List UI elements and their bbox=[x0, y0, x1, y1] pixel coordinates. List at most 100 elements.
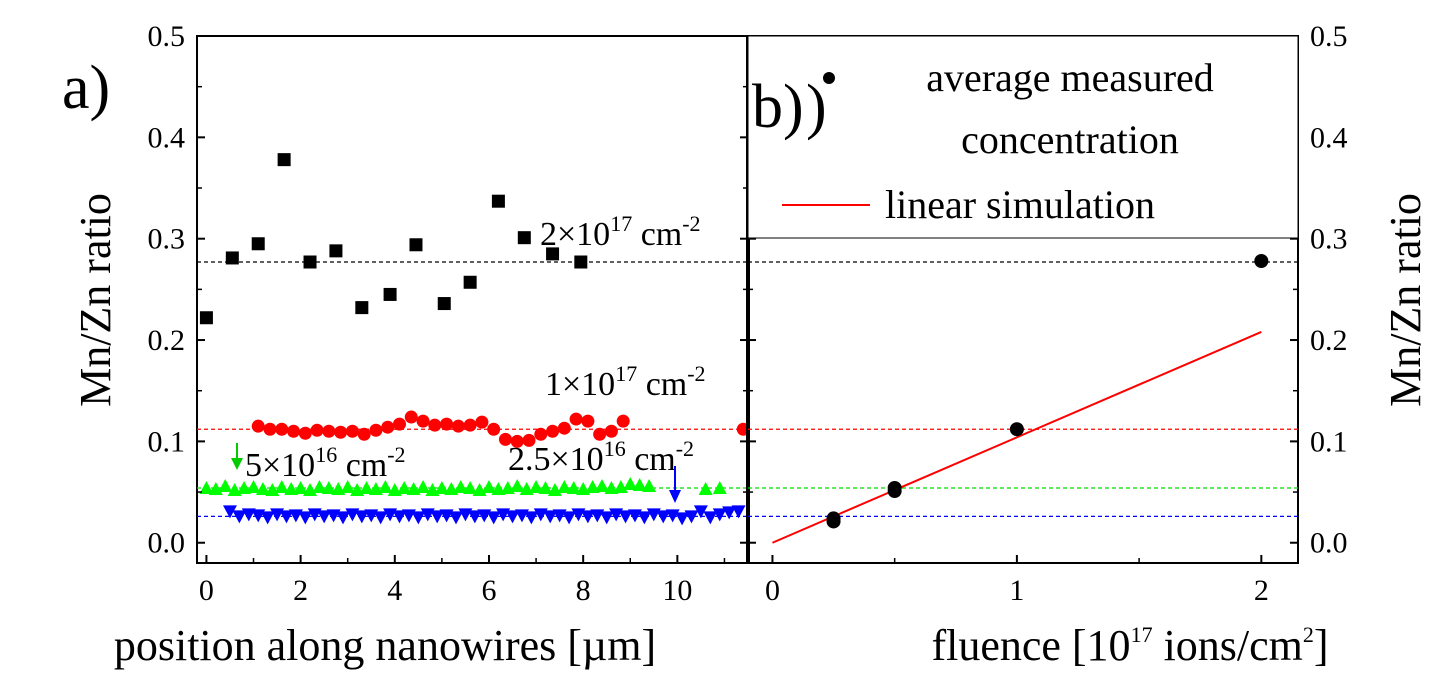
data-point-triangle-down bbox=[684, 510, 699, 524]
data-point-triangle-down bbox=[731, 505, 746, 519]
data-point-square bbox=[383, 287, 397, 301]
legend-label-simulation: linear simulation bbox=[885, 182, 1155, 227]
data-point-triangle-down bbox=[703, 511, 718, 525]
data-point-square bbox=[199, 311, 213, 325]
data-point-triangle-down bbox=[712, 508, 727, 522]
panel-b-marks bbox=[772, 253, 1269, 544]
annotation-2_5e16: 2.5×1016 cm-2 bbox=[508, 436, 694, 478]
data-point-square bbox=[329, 244, 343, 258]
legend: average measured concentration linear si… bbox=[747, 35, 1299, 239]
panel-b: 0.0 0.1 0.2 0.3 0.4 0.5 0 1 2 average measured … bbox=[746, 20, 1430, 670]
data-point-triangle-down bbox=[675, 512, 690, 526]
data-point-triangle-up bbox=[529, 479, 544, 493]
data-point-circle bbox=[475, 415, 489, 429]
data-point-triangle-down bbox=[317, 510, 332, 524]
data-point-square bbox=[517, 231, 531, 245]
x-tick-label: 8 bbox=[576, 574, 591, 607]
data-point-square bbox=[437, 297, 451, 311]
data-point-circle bbox=[440, 417, 454, 431]
panel-a-x-axis-title: position along nanowires [µm] bbox=[114, 621, 656, 670]
y-tick-label: 0.0 bbox=[1310, 527, 1348, 560]
data-point-triangle-down bbox=[298, 511, 313, 525]
data-point-triangle-down bbox=[524, 511, 539, 525]
x-tick-label: 2 bbox=[293, 574, 308, 607]
data-point-circle bbox=[451, 419, 465, 433]
data-point-square bbox=[574, 255, 588, 269]
data-point-circle bbox=[263, 422, 277, 436]
y-tick-label: 0.5 bbox=[148, 20, 186, 53]
data-point-circle bbox=[569, 412, 583, 426]
data-point-triangle-up bbox=[340, 479, 355, 493]
x-tick-label: 10 bbox=[662, 574, 692, 607]
panel-b-x-ticks: 0 1 2 bbox=[765, 555, 1269, 607]
data-point-circle bbox=[393, 417, 407, 431]
y-tick-label: 0.4 bbox=[148, 121, 186, 154]
average-point bbox=[1254, 253, 1269, 268]
data-point-circle bbox=[251, 419, 265, 433]
data-point-triangle-down bbox=[693, 505, 708, 519]
data-point-square bbox=[277, 153, 291, 167]
y-tick-label: 0.2 bbox=[148, 324, 186, 357]
data-point-triangle-down bbox=[373, 511, 388, 525]
x-tick-label: 1 bbox=[1009, 574, 1024, 607]
data-point-circle bbox=[557, 421, 571, 435]
data-point-circle bbox=[381, 420, 395, 434]
data-point-triangle-up bbox=[246, 479, 261, 493]
y-tick-label: 0.1 bbox=[1310, 425, 1348, 458]
data-point-triangle-up bbox=[218, 478, 233, 492]
panel-a: 0.0 0.1 0.2 0.3 0.4 0.5 0 2 4 6 8 10 a) 2×1017 cm-… bbox=[62, 20, 750, 670]
data-point-triangle-down bbox=[505, 510, 520, 524]
y-tick-label: 0.3 bbox=[148, 223, 186, 256]
data-point-triangle-down bbox=[411, 511, 426, 525]
data-point-triangle-up bbox=[321, 481, 336, 495]
data-point-triangle-up bbox=[491, 482, 506, 496]
x-tick-label: 4 bbox=[387, 574, 402, 607]
data-point-circle bbox=[616, 414, 630, 428]
blue-arrow-icon bbox=[669, 466, 681, 503]
panel-b-label-paren: ) bbox=[806, 73, 827, 141]
data-point-circle bbox=[487, 422, 501, 436]
panel-a-y-axis-title: Mn/Zn ratio bbox=[71, 193, 120, 407]
y-tick-label: 0.3 bbox=[1310, 223, 1348, 256]
data-point-triangle-down bbox=[580, 510, 595, 524]
legend-label-average: average measured bbox=[926, 55, 1214, 100]
data-point-triangle-up bbox=[566, 481, 581, 495]
data-point-triangle-up bbox=[397, 481, 412, 495]
data-point-square bbox=[409, 238, 423, 252]
data-point-triangle-up bbox=[463, 481, 478, 495]
panel-a-label: a) bbox=[62, 54, 110, 122]
data-point-circle bbox=[416, 414, 430, 428]
data-point-circle bbox=[510, 434, 524, 448]
data-point-triangle-down bbox=[335, 511, 350, 525]
panel-b-label: b) bbox=[752, 73, 804, 141]
data-point-triangle-up bbox=[632, 477, 647, 491]
data-point-triangle-down bbox=[722, 506, 737, 520]
average-point bbox=[887, 484, 902, 499]
panel-a-marks bbox=[199, 153, 750, 526]
data-point-circle bbox=[310, 423, 324, 437]
data-point-circle bbox=[604, 424, 618, 438]
data-point-square bbox=[225, 251, 239, 265]
data-point-triangle-up bbox=[416, 479, 431, 493]
data-point-circle bbox=[498, 432, 512, 446]
panel-b-x-axis-title: fluence [1017 ions/cm2] bbox=[931, 621, 1328, 670]
data-point-triangle-down bbox=[656, 510, 671, 524]
x-tick-label: 0 bbox=[199, 574, 214, 607]
panel-b-mean-lines bbox=[748, 261, 1298, 517]
data-point-circle bbox=[298, 426, 312, 440]
data-point-triangle-down bbox=[618, 510, 633, 524]
data-point-square bbox=[355, 301, 369, 315]
green-arrow-icon bbox=[231, 443, 243, 470]
data-point-triangle-up bbox=[481, 479, 496, 493]
y-tick-label: 0.4 bbox=[1310, 121, 1348, 154]
data-point-triangle-up bbox=[359, 481, 374, 495]
data-point-triangle-up bbox=[453, 479, 468, 493]
panel-a-y-ticks: 0.0 0.1 0.2 0.3 0.4 0.5 bbox=[148, 20, 748, 560]
legend-label-concentration: concentration bbox=[961, 117, 1179, 162]
data-point-triangle-down bbox=[354, 510, 369, 524]
data-point-triangle-down bbox=[467, 510, 482, 524]
data-point-circle bbox=[287, 424, 301, 438]
data-point-triangle-down bbox=[486, 511, 501, 525]
data-point-triangle-up bbox=[274, 479, 289, 493]
